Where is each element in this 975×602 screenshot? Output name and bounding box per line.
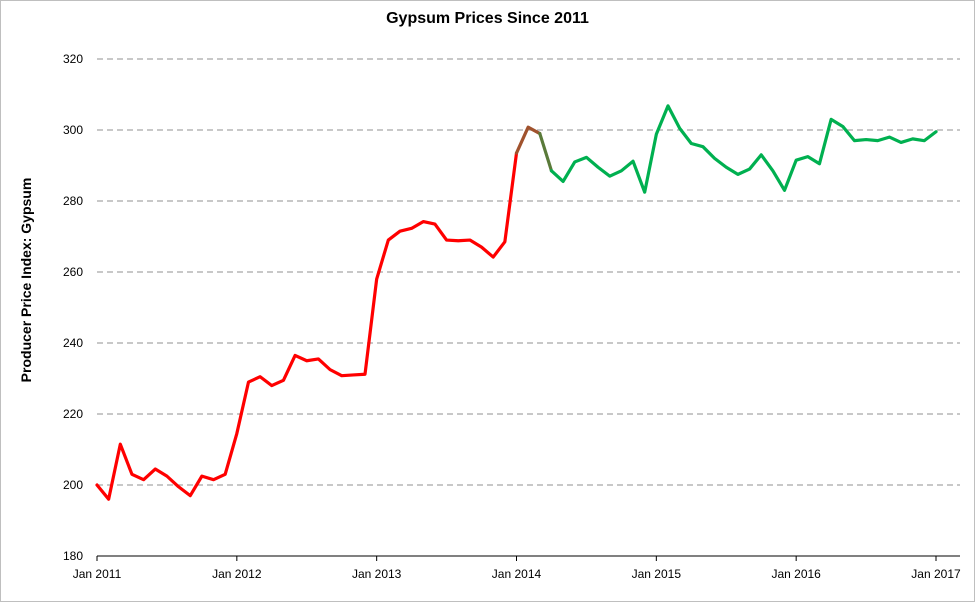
- x-tick-label: Jan 2016: [771, 567, 821, 581]
- series-line-segment: [549, 104, 938, 194]
- series-line-segment: [95, 151, 519, 501]
- x-tick-label: Jan 2015: [632, 567, 682, 581]
- series-line-segment: [514, 125, 542, 155]
- series-line-segment: [538, 131, 554, 173]
- y-tick-label: 280: [63, 194, 83, 208]
- x-tick-label: Jan 2017: [911, 567, 961, 581]
- x-tick-label: Jan 2011: [73, 567, 122, 581]
- y-tick-label: 260: [63, 265, 83, 279]
- y-tick-label: 200: [63, 478, 83, 492]
- chart-title: Gypsum Prices Since 2011: [386, 10, 589, 27]
- y-tick-label: 240: [63, 336, 83, 350]
- x-tick-label: Jan 2012: [212, 567, 262, 581]
- x-tick-label: Jan 2014: [492, 567, 542, 581]
- y-tick-label: 320: [63, 52, 83, 66]
- y-tick-label: 220: [63, 407, 83, 421]
- x-tick-label: Jan 2013: [352, 567, 402, 581]
- y-tick-label: 180: [63, 549, 83, 563]
- y-tick-label: 300: [63, 123, 83, 137]
